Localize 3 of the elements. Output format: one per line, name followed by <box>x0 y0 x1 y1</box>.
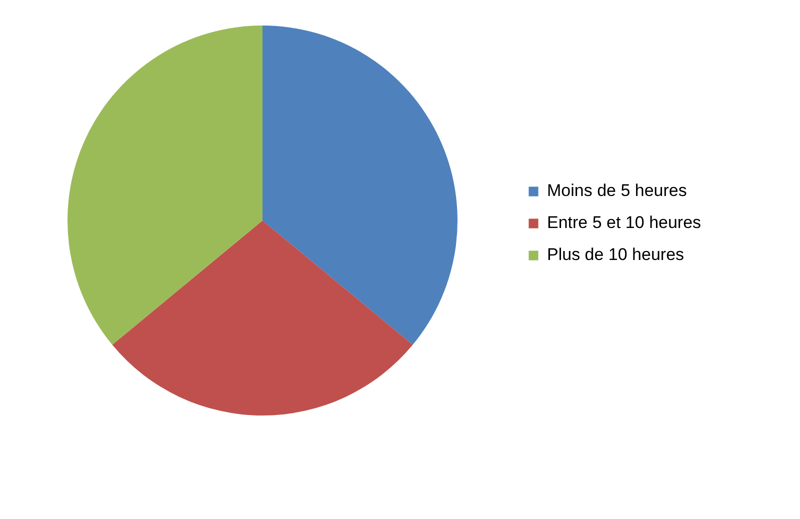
legend-label: Entre 5 et 10 heures <box>547 212 702 232</box>
legend-label: Moins de 5 heures <box>547 180 687 200</box>
legend-label: Plus de 10 heures <box>547 244 684 264</box>
